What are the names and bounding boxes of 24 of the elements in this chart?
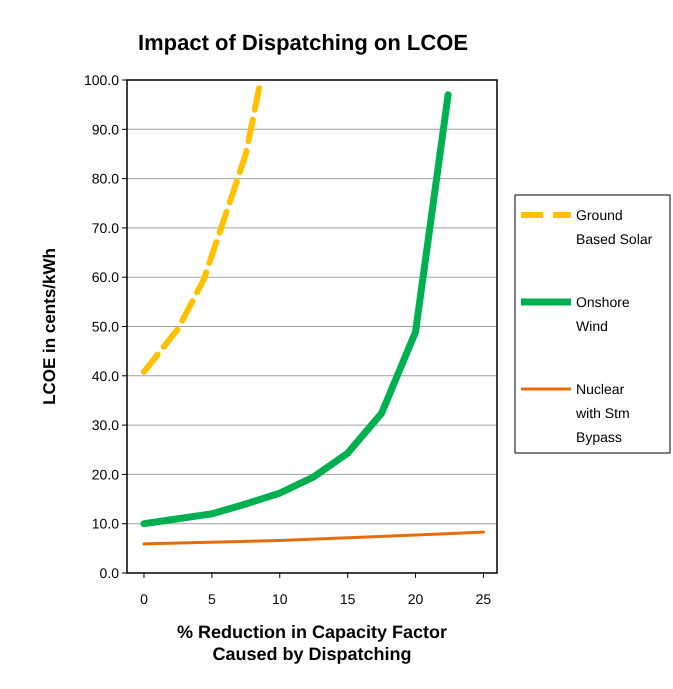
y-tick-label: 0.0 — [100, 565, 120, 581]
y-tick-label: 60.0 — [92, 269, 120, 286]
x-tick-label: 5 — [208, 591, 216, 607]
y-tick-label: 70.0 — [92, 220, 120, 236]
x-tick-label: 15 — [340, 591, 356, 607]
y-tick-label: 80.0 — [92, 170, 120, 187]
legend-label: Onshore Wind — [576, 294, 630, 334]
x-tick-label: 0 — [140, 591, 148, 607]
y-tick-label: 90.0 — [92, 121, 120, 138]
line-series — [142, 530, 485, 546]
y-tick-label: 10.0 — [92, 516, 120, 532]
y-tick-label: 50.0 — [92, 318, 120, 334]
y-axis-title: LCOE in cents/kWh — [40, 248, 59, 405]
legend-label: Nuclear with Stm Bypass — [575, 381, 630, 445]
y-tick-label: 20.0 — [92, 466, 120, 482]
chart-title: Impact of Dispatching on LCOE — [138, 30, 468, 55]
x-tick-label: 10 — [272, 591, 288, 607]
y-tick-label: 30.0 — [92, 417, 120, 434]
x-axis-title: % Reduction in Capacity Factor Caused by Dispatching — [176, 622, 448, 664]
y-tick-label: 100.0 — [84, 72, 120, 88]
x-tick-label: 25 — [476, 591, 492, 607]
x-tick-label: 20 — [408, 591, 424, 607]
y-tick-label: 40.0 — [92, 368, 120, 384]
legend-label: Ground Based Solar — [576, 207, 653, 247]
